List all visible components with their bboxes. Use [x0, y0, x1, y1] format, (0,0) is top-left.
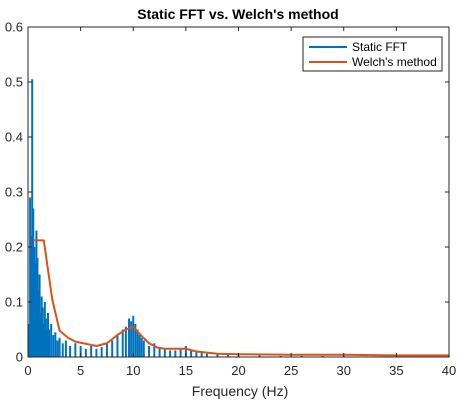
x-tick-label: 10 — [126, 363, 140, 378]
y-tick-label: 0.1 — [5, 295, 23, 310]
y-tick-label: 0.2 — [5, 240, 23, 255]
y-tick-label: 0 — [16, 350, 23, 365]
legend-label: Welch's method — [352, 55, 437, 69]
y-axis-ticks: 0 0.1 0.2 0.3 0.4 0.5 0.6 — [5, 20, 449, 365]
x-tick-label: 25 — [284, 363, 298, 378]
legend-box — [302, 36, 443, 72]
y-tick-label: 0.4 — [5, 130, 23, 145]
x-axis-title: Frequency (Hz) — [192, 383, 288, 399]
x-tick-label: 30 — [337, 363, 351, 378]
x-axis-ticks: 0 5 10 15 20 25 30 35 40 — [24, 27, 456, 378]
fft-stems — [28, 79, 450, 357]
x-tick-label: 20 — [231, 363, 245, 378]
chart-title: Static FFT vs. Welch's method — [137, 6, 338, 22]
legend-label: Static FFT — [352, 40, 408, 54]
plot-area — [28, 27, 449, 357]
x-tick-label: 15 — [179, 363, 193, 378]
welch-line — [33, 239, 449, 357]
x-tick-label: 35 — [389, 363, 403, 378]
y-tick-label: 0.5 — [5, 75, 23, 90]
x-tick-label: 5 — [77, 363, 84, 378]
y-tick-label: 0.3 — [5, 185, 23, 200]
x-tick-label: 0 — [24, 363, 31, 378]
x-tick-label: 40 — [442, 363, 456, 378]
welch-line-group — [33, 239, 449, 357]
y-tick-label: 0.6 — [5, 20, 23, 35]
